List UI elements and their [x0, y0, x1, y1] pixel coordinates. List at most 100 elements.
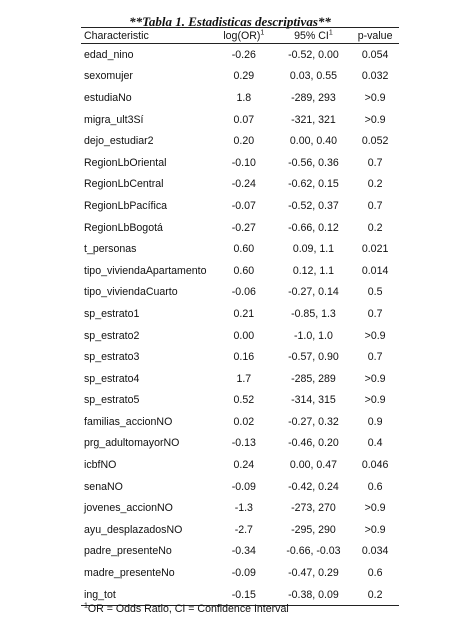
table-row: RegionLbCentral -0.24 -0.62, 0.15 0.2 [81, 174, 399, 196]
cell-characteristic: sp_estrato5 [84, 394, 140, 407]
cell-p-value: 0.9 [367, 415, 383, 428]
cell-p-value: >0.9 [364, 91, 386, 104]
table-row: edad_nino -0.26 -0.52, 0.00 0.054 [81, 44, 399, 66]
table-row: RegionLbPacífica -0.07 -0.52, 0.37 0.7 [81, 195, 399, 217]
cell-characteristic: estudiaNo [84, 91, 132, 104]
cell-ci: -0.52, 0.00 [288, 48, 339, 61]
table-row: padre_presenteNo -0.34 -0.66, -0.03 0.034 [81, 541, 399, 563]
cell-p-value: 0.032 [361, 70, 389, 83]
cell-ci: -0.85, 1.3 [291, 307, 336, 320]
cell-ci: -289, 293 [291, 91, 336, 104]
cell-log-or: 0.52 [233, 394, 255, 407]
cell-ci: -0.38, 0.09 [275, 583, 352, 607]
table-row: migra_ult3Sí 0.07 -321, 321 >0.9 [81, 109, 399, 131]
descriptive-stats-table: Characteristic log(OR)1 95% CI1 p-value … [81, 27, 399, 607]
cell-p-value: 0.2 [367, 178, 383, 191]
cell-log-or: 0.21 [233, 307, 255, 320]
cell-characteristic: sp_estrato1 [84, 307, 140, 320]
cell-characteristic: tipo_viviendaApartamento [84, 264, 207, 277]
table-row: RegionLbBogotá -0.27 -0.66, 0.12 0.2 [81, 217, 399, 239]
table-row: icbfNO 0.24 0.00, 0.47 0.046 [81, 454, 399, 476]
table-row: sp_estrato1 0.21 -0.85, 1.3 0.7 [81, 303, 399, 325]
cell-ci: -0.47, 0.29 [288, 567, 339, 580]
cell-ci: 0.09, 1.1 [292, 243, 335, 256]
cell-characteristic: jovenes_accionNO [84, 502, 173, 515]
cell-p-value: 0.2 [367, 221, 383, 234]
cell-characteristic: RegionLbPacífica [84, 199, 168, 212]
table-row: ing_tot -0.15 -0.38, 0.09 0.2 [81, 583, 399, 607]
cell-characteristic: sexomujer [84, 70, 133, 83]
cell-characteristic: RegionLbBogotá [84, 221, 163, 234]
cell-characteristic: sp_estrato4 [84, 372, 140, 385]
cell-log-or: 0.20 [233, 135, 255, 148]
cell-log-or: -1.3 [234, 502, 253, 515]
cell-characteristic: migra_ult3Sí [84, 113, 144, 126]
header-row: Characteristic log(OR)1 95% CI1 p-value [81, 27, 399, 44]
table-row: prg_adultomayorNO -0.13 -0.46, 0.20 0.4 [81, 433, 399, 455]
table-row: RegionLbOriental -0.10 -0.56, 0.36 0.7 [81, 152, 399, 174]
cell-p-value: 0.2 [351, 583, 399, 607]
cell-characteristic: dejo_estudiar2 [84, 135, 154, 148]
cell-ci: 0.03, 0.55 [289, 70, 338, 83]
cell-characteristic: tipo_viviendaCuarto [84, 286, 178, 299]
header-ci-sup: 1 [328, 28, 333, 36]
table-row: estudiaNo 1.8 -289, 293 >0.9 [81, 87, 399, 109]
cell-characteristic: ing_tot [81, 583, 212, 607]
header-log-or-label: log(OR) [223, 29, 261, 42]
header-ci: 95% CI1 [275, 27, 352, 44]
cell-ci: -0.56, 0.36 [288, 156, 339, 169]
cell-p-value: >0.9 [364, 113, 386, 126]
cell-log-or: -0.27 [231, 221, 256, 234]
cell-log-or: -0.06 [231, 286, 256, 299]
cell-ci: -314, 315 [291, 394, 336, 407]
table-row: tipo_viviendaApartamento 0.60 0.12, 1.1 0.0… [81, 260, 399, 282]
table-title: **Tabla 1. Estadisticas descriptivas** [129, 14, 331, 29]
cell-ci: -321, 321 [291, 113, 336, 126]
cell-ci: -0.62, 0.15 [288, 178, 339, 191]
header-p-value-label: p-value [357, 29, 393, 42]
cell-log-or: 1.7 [236, 372, 252, 385]
cell-characteristic: ayu_desplazadosNO [84, 523, 183, 536]
table-body: edad_nino -0.26 -0.52, 0.00 0.054 sexomujer 0… [81, 44, 399, 607]
cell-p-value: >0.9 [364, 394, 386, 407]
cell-p-value: >0.9 [364, 372, 386, 385]
cell-log-or: -0.07 [231, 199, 256, 212]
cell-p-value: 0.5 [367, 286, 383, 299]
header-characteristic: Characteristic [81, 27, 212, 44]
cell-characteristic: sp_estrato3 [84, 351, 140, 364]
cell-ci: -0.27, 0.14 [288, 286, 339, 299]
cell-ci: 0.12, 1.1 [292, 264, 335, 277]
cell-log-or: -0.26 [231, 48, 256, 61]
cell-log-or: 0.02 [233, 415, 255, 428]
header-log-or: log(OR)1 [211, 27, 276, 44]
cell-ci: -273, 270 [291, 502, 336, 515]
cell-p-value: 0.4 [367, 437, 383, 450]
cell-p-value: 0.7 [367, 199, 383, 212]
header-p-value: p-value [351, 27, 399, 44]
table-row: madre_presenteNo -0.09 -0.47, 0.29 0.6 [81, 562, 399, 584]
cell-characteristic: sp_estrato2 [84, 329, 140, 342]
table-row: jovenes_accionNO -1.3 -273, 270 >0.9 [81, 497, 399, 519]
cell-ci: 0.00, 0.40 [289, 135, 338, 148]
cell-log-or: 0.24 [233, 459, 255, 472]
cell-characteristic: prg_adultomayorNO [84, 437, 180, 450]
cell-p-value: 0.6 [367, 567, 383, 580]
cell-log-or: -0.15 [211, 583, 276, 607]
cell-ci: -295, 290 [291, 523, 336, 536]
table-row: sp_estrato5 0.52 -314, 315 >0.9 [81, 390, 399, 412]
table-row: sp_estrato4 1.7 -285, 289 >0.9 [81, 368, 399, 390]
cell-p-value: >0.9 [364, 502, 386, 515]
cell-log-or: -0.10 [231, 156, 256, 169]
table-row: sp_estrato2 0.00 -1.0, 1.0 >0.9 [81, 325, 399, 347]
cell-log-or: 0.29 [233, 70, 255, 83]
cell-p-value: 0.014 [361, 264, 389, 277]
cell-ci: -0.66, 0.12 [288, 221, 339, 234]
cell-log-or: 0.00 [233, 329, 255, 342]
cell-characteristic: RegionLbCentral [84, 178, 164, 191]
cell-p-value: 0.7 [367, 307, 383, 320]
cell-characteristic: t_personas [84, 243, 137, 256]
cell-p-value: 0.054 [361, 48, 389, 61]
table-row: familias_accionNO 0.02 -0.27, 0.32 0.9 [81, 411, 399, 433]
cell-ci: -0.27, 0.32 [288, 415, 339, 428]
footnote-sup: 1 [84, 602, 88, 610]
